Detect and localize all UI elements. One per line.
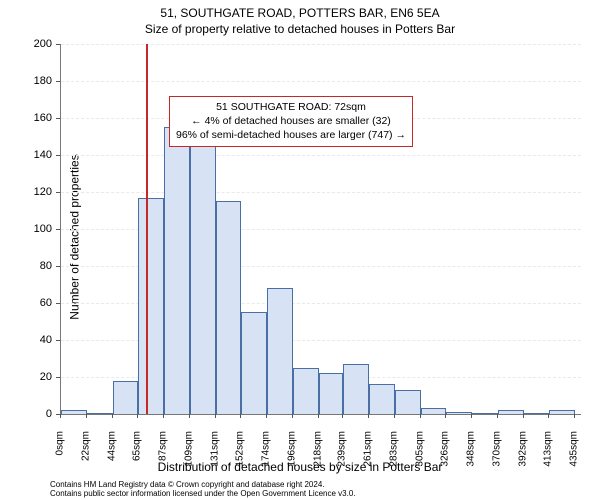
x-tick-mark [497,414,498,418]
x-tick-mark [240,414,241,418]
y-tick-mark [56,81,60,82]
x-tick-mark [86,414,87,418]
x-tick-mark [523,414,524,418]
histogram-bar [138,198,164,414]
x-tick-mark [548,414,549,418]
histogram-bar [319,373,344,414]
x-tick-label: 65sqm [131,431,142,461]
histogram-bar [87,413,113,414]
y-tick-mark [56,192,60,193]
x-tick-mark [163,414,164,418]
histogram-bar [395,390,421,414]
x-tick-mark [112,414,113,418]
credit-text: Contains HM Land Registry data © Crown c… [50,480,590,498]
histogram-bar [343,364,369,414]
histogram-bar [241,312,267,414]
plot-area: 51 SOUTHGATE ROAD: 72sqm ← 4% of detache… [60,44,581,415]
title-line-1: 51, SOUTHGATE ROAD, POTTERS BAR, EN6 5EA [0,6,600,20]
histogram-bar [472,413,498,414]
histogram-bar [421,408,446,414]
credit-line-2: Contains public sector information licen… [50,489,590,498]
x-tick-mark [420,414,421,418]
histogram-bar [61,410,87,414]
histogram-bar [549,410,575,414]
y-tick-label: 40 [40,334,52,346]
x-tick-mark [292,414,293,418]
y-tick-label: 80 [40,260,52,272]
y-tick-label: 160 [34,112,52,124]
x-tick-label: 87sqm [157,431,168,461]
histogram-bar [267,288,293,414]
x-tick-mark [318,414,319,418]
y-tick-label: 140 [34,149,52,161]
x-tick-mark [574,414,575,418]
title-line-2: Size of property relative to detached ho… [0,22,600,36]
chart-container: 51, SOUTHGATE ROAD, POTTERS BAR, EN6 5EA… [0,0,600,500]
y-tick-label: 120 [34,186,52,198]
x-tick-label: 0sqm [55,431,66,455]
y-tick-label: 0 [46,408,52,420]
y-tick-label: 20 [40,371,52,383]
histogram-bar [190,127,216,414]
x-tick-mark [215,414,216,418]
y-tick-mark [56,377,60,378]
annotation-line-3: 96% of semi-detached houses are larger (… [176,128,406,142]
x-tick-mark [60,414,61,418]
y-tick-mark [56,118,60,119]
histogram-bar [446,412,472,414]
annotation-line-1: 51 SOUTHGATE ROAD: 72sqm [176,100,406,114]
x-tick-mark [368,414,369,418]
y-tick-label: 200 [34,38,52,50]
credit-line-1: Contains HM Land Registry data © Crown c… [50,480,590,489]
x-tick-mark [471,414,472,418]
y-tick-mark [56,229,60,230]
y-tick-mark [56,303,60,304]
y-tick-mark [56,266,60,267]
histogram-bar [216,201,241,414]
x-tick-mark [342,414,343,418]
annotation-box: 51 SOUTHGATE ROAD: 72sqm ← 4% of detache… [169,96,413,147]
x-tick-label: 44sqm [107,431,118,461]
y-tick-mark [56,155,60,156]
x-tick-mark [394,414,395,418]
x-tick-mark [445,414,446,418]
y-tick-label: 100 [34,223,52,235]
x-axis-label: Distribution of detached houses by size … [0,460,600,474]
histogram-bar [498,410,524,414]
x-tick-mark [266,414,267,418]
y-tick-mark [56,340,60,341]
x-tick-label: 22sqm [81,431,92,461]
x-tick-mark [137,414,138,418]
histogram-bar [113,381,138,414]
histogram-bar [524,413,549,414]
histogram-bar [369,384,395,414]
histogram-bar [293,368,319,414]
histogram-bar [164,127,190,414]
annotation-line-2: ← 4% of detached houses are smaller (32) [176,114,406,128]
x-tick-mark [189,414,190,418]
marker-line [146,44,148,414]
y-tick-mark [56,44,60,45]
y-tick-label: 180 [34,75,52,87]
y-tick-label: 60 [40,297,52,309]
